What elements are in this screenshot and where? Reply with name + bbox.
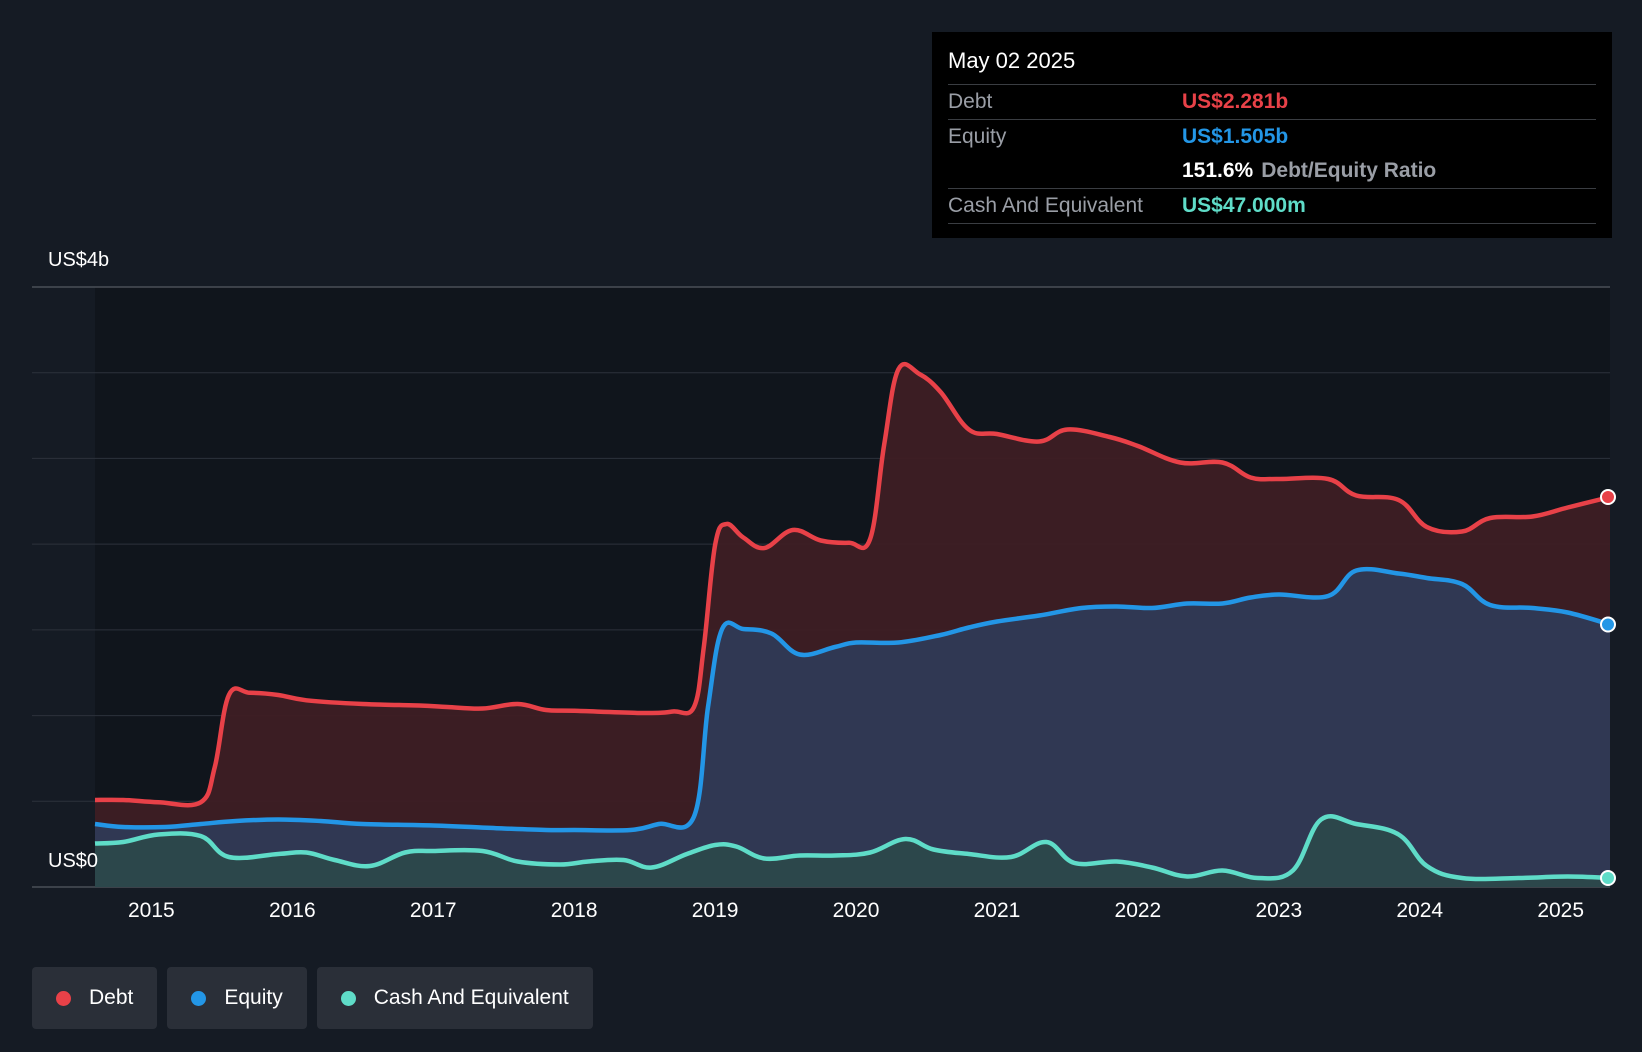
tooltip-date: May 02 2025 bbox=[948, 48, 1076, 73]
cash-dot-icon bbox=[340, 990, 356, 1006]
x-tick-label: 2016 bbox=[268, 899, 316, 922]
legend-item-debt[interactable]: Debt bbox=[32, 967, 158, 1029]
tooltip-cash-row: Cash And Equivalent US$47.000m bbox=[948, 188, 1596, 224]
legend-cash-label: Cash And Equivalent bbox=[373, 986, 569, 1009]
tooltip-ratio-value: 151.6% bbox=[1182, 159, 1254, 182]
tooltip-cash-label: Cash And Equivalent bbox=[948, 194, 1143, 217]
x-tick-label: 2021 bbox=[973, 899, 1021, 922]
tooltip-debt-label: Debt bbox=[948, 90, 993, 113]
tooltip-equity-row: Equity US$1.505b bbox=[948, 119, 1596, 154]
debt-dot-icon bbox=[56, 990, 71, 1006]
end-markers bbox=[1600, 489, 1616, 886]
tooltip-debt-row: Debt US$2.281b bbox=[948, 84, 1596, 119]
equity-dot-icon bbox=[191, 990, 207, 1006]
cash-and-equivalent-line bbox=[94, 814, 1611, 882]
x-tick-label: 2024 bbox=[1396, 899, 1444, 922]
tooltip-ratio-label: Debt/Equity Ratio bbox=[1261, 159, 1437, 182]
tooltip-ratio-row: 151.6% Debt/Equity Ratio bbox=[948, 154, 1596, 188]
legend: Debt Equity Cash And Equivalent bbox=[32, 967, 603, 1029]
equity-end-marker bbox=[1600, 616, 1616, 633]
tooltip-panel: May 02 2025 Debt US$2.281b Equity US$1.5… bbox=[932, 32, 1612, 238]
equity-line bbox=[94, 566, 1611, 833]
tooltip-cash-value: US$47.000m bbox=[1182, 194, 1306, 217]
tooltip-debt-value: US$2.281b bbox=[1182, 90, 1289, 113]
x-tick-label: 2023 bbox=[1255, 899, 1303, 922]
y-axis-bottom-label: US$0 bbox=[48, 850, 99, 872]
x-tick-label: 2017 bbox=[409, 899, 457, 922]
debt-end-marker bbox=[1600, 489, 1616, 505]
legend-item-equity[interactable]: Equity bbox=[167, 967, 307, 1029]
legend-item-cash[interactable]: Cash And Equivalent bbox=[316, 967, 593, 1029]
legend-equity-label: Equity bbox=[224, 986, 283, 1009]
equity-area bbox=[95, 569, 1610, 887]
x-tick-label: 2025 bbox=[1537, 899, 1585, 922]
tooltip-equity-value: US$1.505b bbox=[1182, 125, 1289, 148]
legend-debt-label: Debt bbox=[89, 986, 134, 1009]
x-tick-label: 2018 bbox=[550, 899, 598, 922]
series-lines bbox=[94, 362, 1611, 882]
cash-and-equivalent-area bbox=[95, 816, 1610, 887]
x-tick-label: 2019 bbox=[691, 899, 739, 922]
x-tick-label: 2020 bbox=[832, 899, 880, 922]
series-areas bbox=[95, 364, 1610, 887]
y-axis-top-label: US$4b bbox=[48, 249, 110, 271]
x-tick-label: 2015 bbox=[128, 899, 175, 922]
cash-and-equivalent-end-marker bbox=[1600, 870, 1616, 886]
tooltip-equity-label: Equity bbox=[948, 125, 1007, 148]
x-tick-label: 2022 bbox=[1114, 899, 1162, 922]
debt-line bbox=[94, 362, 1611, 808]
